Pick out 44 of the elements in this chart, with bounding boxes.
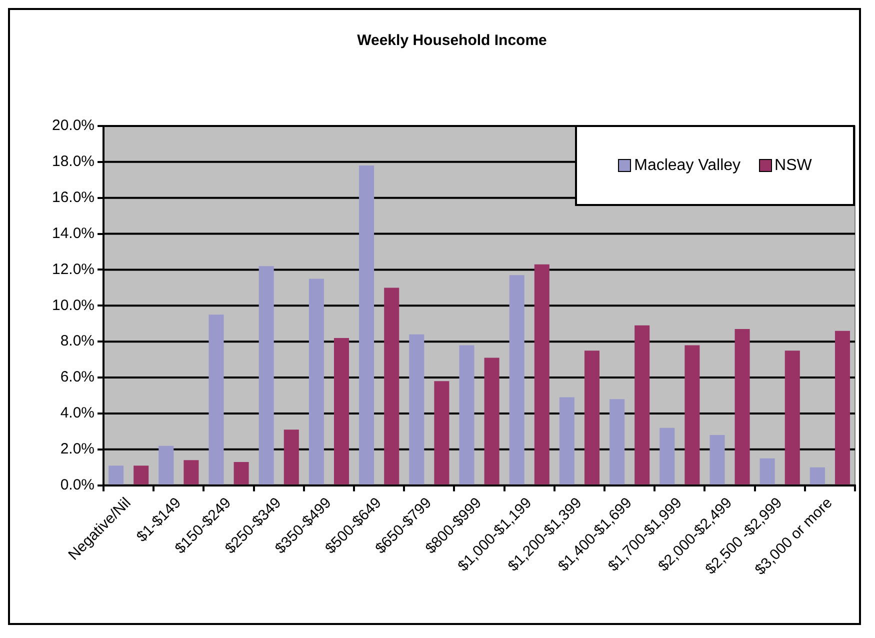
y-tick-label: 4.0% (60, 404, 95, 422)
bar (534, 264, 550, 484)
bar (434, 381, 450, 484)
bar (760, 458, 775, 484)
y-tick-label: 0.0% (60, 476, 95, 494)
bar (158, 446, 174, 484)
chart-title: Weekly Household Income (357, 32, 547, 50)
bar (684, 345, 700, 484)
bar (610, 399, 625, 484)
bar (334, 338, 350, 484)
y-tick-label: 14.0% (52, 224, 95, 242)
bar (710, 435, 725, 484)
bar (660, 428, 675, 484)
y-tick-label: 10.0% (52, 296, 95, 314)
y-tick-label: 18.0% (52, 153, 95, 170)
legend-label: NSW (774, 156, 812, 174)
bar (134, 466, 149, 484)
bar (234, 462, 249, 484)
bar (459, 345, 474, 484)
bar (208, 314, 224, 484)
bar (484, 358, 500, 484)
bar (284, 430, 299, 484)
y-tick-label: 2.0% (60, 440, 95, 458)
bar (559, 397, 574, 484)
bar (384, 288, 400, 484)
bar (108, 466, 124, 484)
bar (584, 350, 600, 484)
bar (409, 334, 424, 484)
bar (810, 467, 825, 484)
y-tick-label: 6.0% (60, 368, 95, 386)
y-tick-label: 8.0% (60, 332, 95, 350)
bar (784, 350, 800, 484)
y-tick-label: 12.0% (52, 260, 95, 278)
bar (258, 266, 274, 484)
bar (634, 325, 650, 484)
bar (834, 330, 850, 484)
y-tick-label: 20.0% (52, 117, 95, 134)
bar (308, 278, 324, 484)
bar (509, 275, 524, 484)
bar (734, 329, 750, 484)
y-tick-label: 16.0% (52, 189, 95, 206)
bar (359, 166, 374, 484)
legend-label: Macleay Valley (634, 156, 741, 174)
bar (184, 460, 199, 484)
